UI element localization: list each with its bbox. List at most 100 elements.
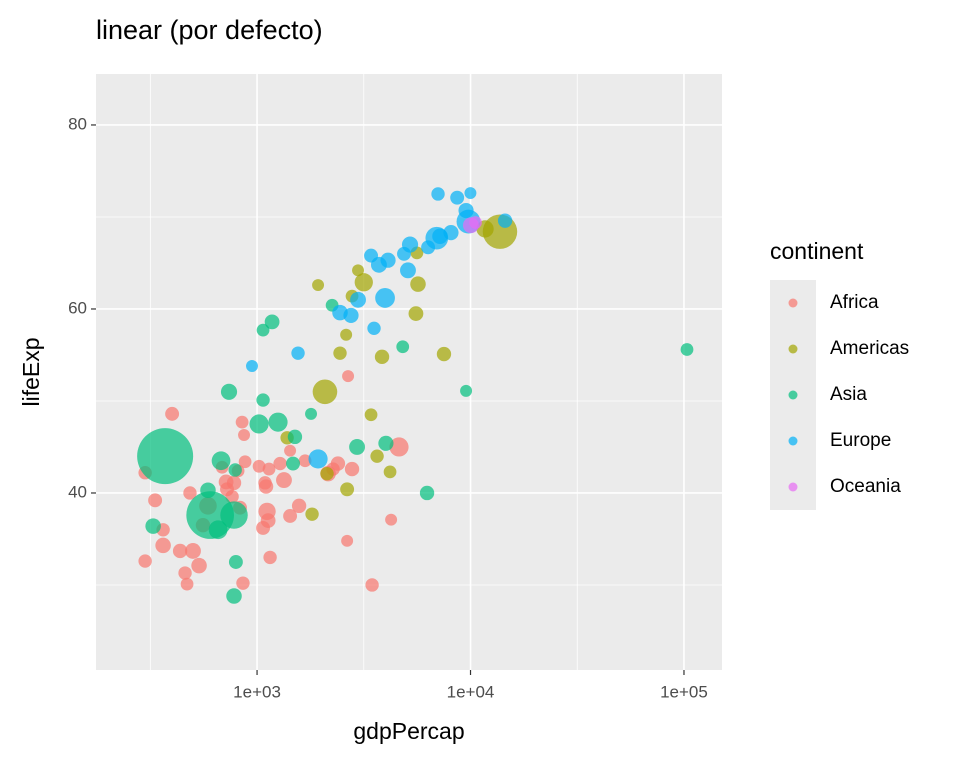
point [256, 393, 270, 407]
chart-title: linear (por defecto) [96, 15, 323, 45]
grid [96, 74, 722, 670]
point [333, 346, 347, 360]
x-axis-title: gdpPercap [353, 718, 464, 744]
point [365, 578, 379, 592]
point [178, 566, 192, 580]
point [208, 520, 228, 540]
axes: 1e+03 1e+04 1e+05 40 60 80 [68, 114, 708, 701]
point [344, 461, 360, 477]
point [364, 408, 378, 422]
point [226, 588, 242, 604]
point [180, 577, 194, 591]
y-tick-label: 60 [68, 298, 87, 317]
point [410, 276, 426, 292]
point [238, 455, 252, 469]
point [341, 534, 354, 547]
point [155, 537, 171, 554]
point [312, 379, 338, 405]
point [260, 513, 276, 528]
point [308, 449, 328, 469]
point [450, 190, 465, 205]
point [273, 456, 287, 471]
legend-key [788, 482, 798, 492]
point [340, 328, 353, 341]
legend-key [788, 298, 798, 308]
point [425, 226, 449, 250]
point [228, 463, 242, 477]
point [264, 314, 280, 330]
point [370, 449, 384, 463]
point [380, 252, 396, 268]
point [268, 412, 288, 432]
point [211, 451, 231, 471]
legend-label: Asia [830, 384, 867, 405]
legend-label: Africa [830, 292, 879, 313]
point [238, 429, 251, 441]
point [246, 360, 258, 372]
point [350, 291, 366, 308]
point [408, 306, 424, 321]
point [460, 384, 473, 397]
point [497, 213, 513, 228]
y-tick-label: 80 [68, 114, 87, 133]
point [389, 437, 409, 457]
point [298, 454, 312, 468]
point [419, 485, 435, 501]
point [258, 479, 274, 494]
point [145, 518, 161, 534]
point [256, 323, 270, 337]
point [349, 439, 365, 455]
point [137, 428, 194, 485]
point [305, 507, 319, 521]
legend-label: Europe [830, 430, 891, 451]
point [367, 321, 381, 335]
point [431, 187, 445, 201]
point [148, 493, 163, 508]
point [343, 307, 359, 323]
point [236, 576, 250, 590]
point [383, 465, 397, 479]
point [464, 187, 477, 200]
point [220, 501, 248, 529]
point [220, 383, 238, 400]
point [252, 459, 266, 473]
point [400, 262, 416, 279]
x-tick-label: 1e+03 [233, 682, 281, 701]
legend-title: continent [770, 238, 864, 264]
point [291, 346, 305, 360]
point [225, 489, 239, 504]
point [396, 340, 410, 354]
point [374, 349, 390, 365]
legend-key [788, 344, 798, 354]
point [283, 509, 298, 523]
point [352, 264, 365, 277]
point [287, 429, 303, 445]
legend-key [788, 390, 798, 400]
point [469, 216, 482, 229]
point [378, 435, 394, 451]
point [284, 444, 297, 457]
point [172, 543, 188, 559]
legend-key [788, 436, 798, 446]
point [401, 236, 419, 253]
point [228, 555, 243, 569]
legend-label: Oceania [830, 476, 901, 497]
point [200, 482, 216, 498]
point [340, 482, 355, 497]
point [320, 466, 334, 481]
point [226, 475, 242, 491]
point [191, 557, 207, 574]
point [165, 406, 180, 421]
point [375, 288, 395, 308]
point [138, 554, 152, 568]
x-tick-label: 1e+04 [447, 682, 495, 701]
point [342, 370, 355, 383]
point [249, 414, 269, 434]
point [354, 273, 373, 292]
point [185, 543, 201, 559]
point [263, 550, 277, 565]
point [312, 279, 325, 292]
point [680, 343, 694, 356]
